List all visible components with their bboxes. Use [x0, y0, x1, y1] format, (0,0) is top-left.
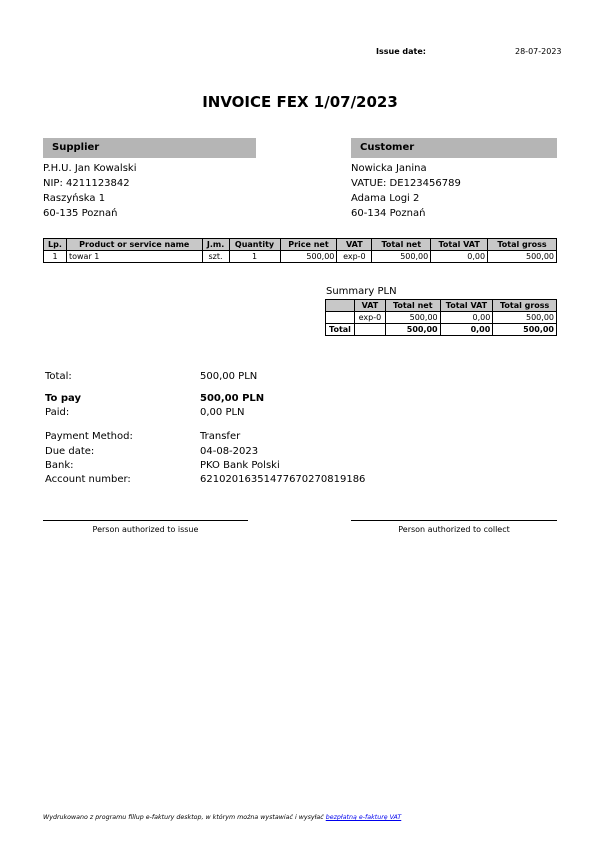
total-label: Total:	[45, 371, 72, 382]
cell-lp: 1	[43, 250, 67, 263]
footer-link[interactable]: bezpłatną e-fakturę VAT	[325, 814, 402, 821]
cell-price-net: 500,00	[279, 250, 338, 263]
summary-col-total-vat: Total VAT	[439, 299, 494, 312]
supplier-street: Raszyńska 1	[43, 193, 106, 204]
issue-signature-label: Person authorized to issue	[92, 525, 199, 534]
col-vat: VAT	[336, 238, 373, 251]
col-price-net: Price net	[279, 238, 338, 251]
supplier-heading: Supplier	[43, 138, 256, 158]
summary-total-vat: 0,00	[439, 323, 494, 336]
summary-col-empty	[325, 299, 355, 312]
collect-signature-line	[351, 520, 557, 521]
summary-total-label: Total	[325, 323, 355, 336]
summary-total-net: 500,00	[384, 323, 441, 336]
paid-label: Paid:	[45, 407, 70, 418]
cell-total-net: 500,00	[371, 250, 432, 263]
account-number-label: Account number:	[45, 474, 131, 485]
supplier-city: 60-135 Poznań	[43, 208, 118, 219]
issue-date-label: Issue date:	[376, 47, 426, 56]
items-table: Lp. Product or service name J.m. Quantit…	[43, 238, 557, 263]
col-unit: J.m.	[201, 238, 230, 251]
bank-value: PKO Bank Polski	[200, 460, 280, 471]
due-date-value: 04-08-2023	[200, 446, 259, 457]
customer-street: Adama Logi 2	[351, 193, 420, 204]
summary-title: Summary PLN	[326, 286, 397, 297]
supplier-details: P.H.U. Jan Kowalski NIP: 4211123842 Rasz…	[43, 161, 137, 221]
customer-city: 60-134 Poznań	[351, 208, 426, 219]
col-total-net: Total net	[371, 238, 432, 251]
col-lp: Lp.	[43, 238, 67, 251]
summary-col-vat: VAT	[353, 299, 386, 312]
to-pay-label: To pay	[45, 393, 81, 404]
customer-heading: Customer	[351, 138, 557, 158]
account-number-value: 62102016351477670270819186	[200, 474, 366, 485]
bank-label: Bank:	[45, 460, 74, 471]
cell-vat: exp-0	[336, 250, 373, 263]
summary-col-total-gross: Total gross	[492, 299, 557, 312]
col-name: Product or service name	[65, 238, 203, 251]
payment-method-value: Transfer	[200, 431, 241, 442]
summary-cell-total-net: 500,00	[384, 311, 441, 324]
summary-col-total-net: Total net	[384, 299, 441, 312]
summary-header-row: VAT Total net Total VAT Total gross	[325, 299, 557, 312]
supplier-name: P.H.U. Jan Kowalski	[43, 163, 137, 174]
summary-total-vat-empty	[353, 323, 386, 336]
cell-total-vat: 0,00	[430, 250, 489, 263]
cell-unit: szt.	[201, 250, 230, 263]
footer-text: Wydrukowano z programu fillup e-faktury …	[43, 814, 326, 821]
customer-name: Nowicka Janina	[351, 163, 427, 174]
summary-cell-vat: exp-0	[353, 311, 386, 324]
payment-method-label: Payment Method:	[45, 431, 133, 442]
cell-quantity: 1	[228, 250, 281, 263]
invoice-title: INVOICE FEX 1/07/2023	[202, 93, 398, 111]
total-value: 500,00 PLN	[200, 371, 258, 382]
summary-cell-total-vat: 0,00	[439, 311, 494, 324]
customer-vatue: VATUE: DE123456789	[351, 178, 461, 189]
collect-signature-label: Person authorized to collect	[398, 525, 510, 534]
summary-cell-total-gross: 500,00	[492, 311, 557, 324]
issue-signature-line	[43, 520, 248, 521]
summary-total-gross: 500,00	[492, 323, 557, 336]
footer: Wydrukowano z programu fillup e-faktury …	[43, 814, 401, 821]
cell-total-gross: 500,00	[487, 250, 557, 263]
table-row: 1 towar 1 szt. 1 500,00 exp-0 500,00 0,0…	[43, 250, 557, 263]
col-total-gross: Total gross	[487, 238, 557, 251]
issue-date-value: 28-07-2023	[515, 47, 562, 56]
customer-details: Nowicka Janina VATUE: DE123456789 Adama …	[351, 161, 461, 221]
col-total-vat: Total VAT	[430, 238, 489, 251]
summary-cell-empty	[325, 311, 355, 324]
summary-table: VAT Total net Total VAT Total gross exp-…	[325, 299, 557, 336]
col-quantity: Quantity	[228, 238, 281, 251]
supplier-nip: NIP: 4211123842	[43, 178, 130, 189]
summary-total-row: Total 500,00 0,00 500,00	[325, 323, 557, 336]
summary-row: exp-0 500,00 0,00 500,00	[325, 311, 557, 324]
to-pay-value: 500,00 PLN	[200, 393, 265, 404]
items-header-row: Lp. Product or service name J.m. Quantit…	[43, 238, 557, 251]
due-date-label: Due date:	[45, 446, 95, 457]
paid-value: 0,00 PLN	[200, 407, 245, 418]
cell-name: towar 1	[65, 250, 203, 263]
